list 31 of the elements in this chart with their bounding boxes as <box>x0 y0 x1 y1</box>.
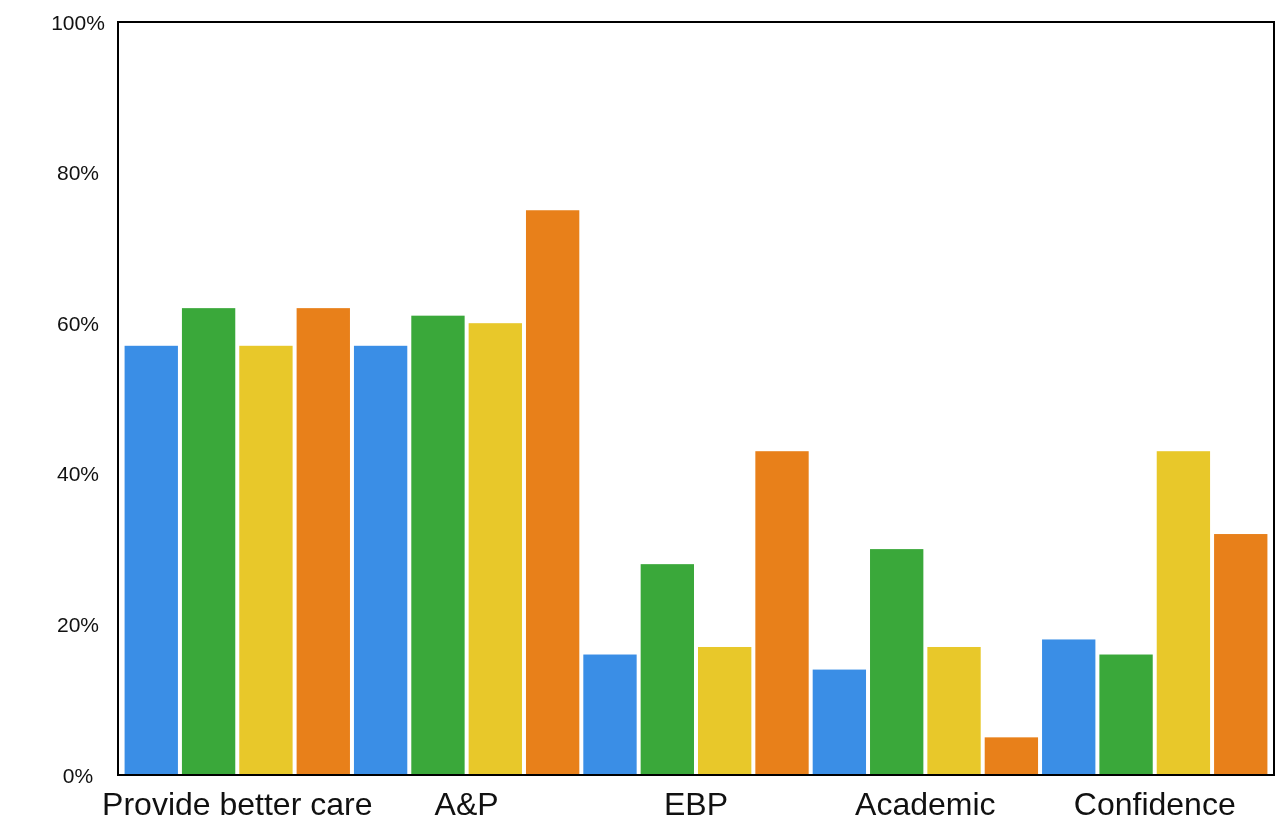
bar <box>927 646 981 775</box>
bar <box>1042 639 1096 775</box>
bar <box>583 654 637 775</box>
x-tick-label: A&P <box>434 786 499 822</box>
x-tick-label: Provide better care <box>102 786 373 822</box>
y-tick-label: 60% <box>56 311 100 335</box>
y-tick-label: 100% <box>51 10 105 34</box>
bar <box>239 345 293 775</box>
x-tick-label: Academic <box>855 786 996 822</box>
bar <box>181 308 236 775</box>
bar <box>698 646 752 775</box>
bar <box>411 315 465 775</box>
bar <box>1156 451 1211 775</box>
bar <box>1214 534 1268 775</box>
bar <box>755 451 809 775</box>
bar <box>525 210 580 775</box>
y-tick-label: 20% <box>56 612 100 636</box>
bar <box>1099 654 1153 775</box>
bar <box>640 564 694 775</box>
y-tick-label: 0% <box>62 763 94 787</box>
bar <box>870 549 924 775</box>
bar <box>468 323 522 775</box>
y-tick-label: 80% <box>56 161 100 185</box>
y-tick-label: 40% <box>56 462 100 486</box>
x-tick-label: EBP <box>663 786 729 822</box>
bar <box>812 669 867 775</box>
bar <box>353 345 408 775</box>
x-tick-label: Confidence <box>1073 786 1236 822</box>
bar <box>296 308 350 775</box>
bar <box>984 737 1039 775</box>
bar <box>124 345 178 775</box>
